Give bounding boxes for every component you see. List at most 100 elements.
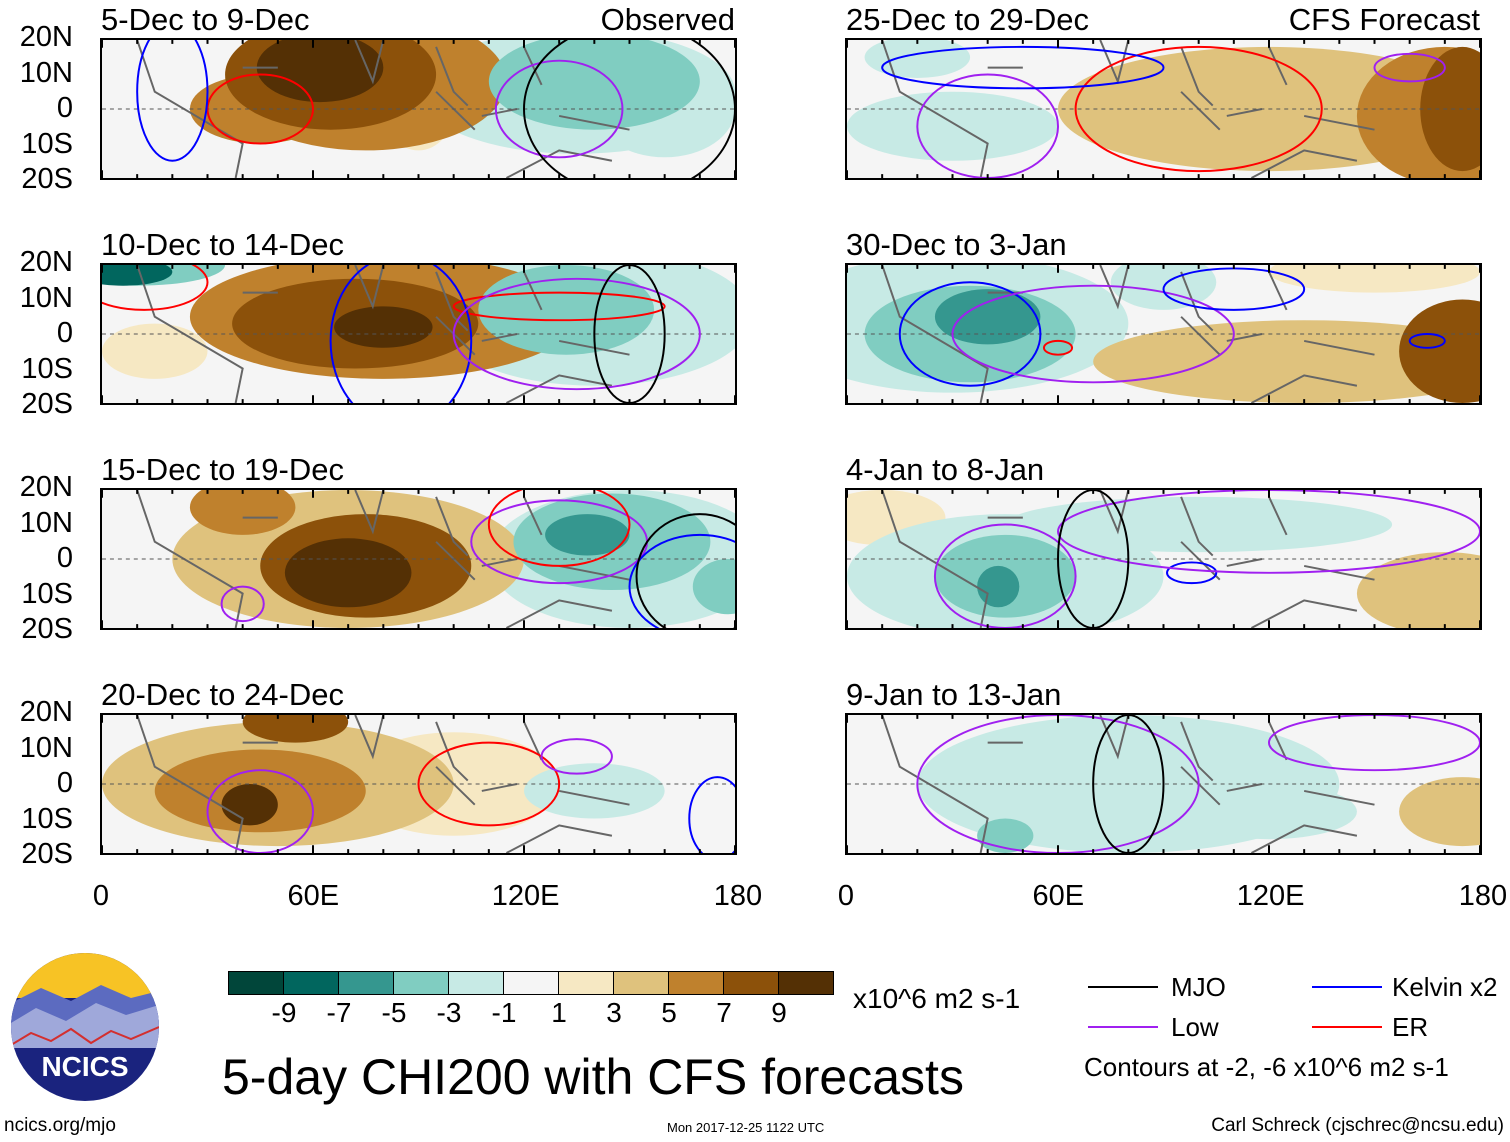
coastline	[881, 265, 1375, 403]
contour-line	[1408, 333, 1446, 349]
colorbar-swatch	[229, 972, 284, 994]
contour-line	[452, 277, 701, 391]
lat-tick-label: 20N	[19, 696, 73, 728]
lon-tick-label: 180	[1458, 880, 1508, 912]
ncics-logo: NCICS	[11, 953, 159, 1101]
legend-mjo-label: MJO	[1171, 972, 1226, 1002]
anomaly-region	[864, 40, 971, 78]
panel-source-label: Observed	[600, 2, 735, 37]
contour-line	[206, 73, 314, 145]
contour-line	[635, 513, 735, 628]
anomaly-region	[1399, 777, 1480, 847]
colorbar-swatch	[449, 972, 504, 994]
contour-line	[206, 769, 314, 853]
anomaly-region	[334, 306, 433, 348]
contour-line	[1057, 490, 1130, 628]
contour-line	[916, 715, 1200, 853]
contour-line	[452, 291, 666, 322]
lat-tick-label: 0	[56, 767, 73, 799]
map-panel	[845, 713, 1482, 855]
anomaly-region	[1093, 320, 1480, 403]
lat-tick-label: 20N	[19, 471, 73, 503]
panel-title: 25-Dec to 29-Dec	[846, 2, 1089, 37]
contour-line	[1074, 45, 1323, 173]
anomaly-region	[545, 514, 630, 556]
contour-line	[1166, 561, 1218, 585]
contour-line	[417, 741, 561, 827]
colorbar	[228, 971, 834, 995]
contour-line	[933, 523, 1077, 628]
map-panel	[100, 713, 737, 855]
panel-title: 10-Dec to 14-Dec	[101, 227, 344, 262]
anomaly-region	[284, 538, 412, 608]
colorbar-swatch	[394, 972, 449, 994]
colorbar-label: 7	[716, 997, 732, 1028]
footer-url[interactable]: ncics.org/mjo	[4, 1115, 116, 1136]
colorbar-swatch	[614, 972, 669, 994]
colorbar-swatch	[559, 972, 614, 994]
colorbar-label: -5	[381, 997, 407, 1028]
panel-source-label: CFS Forecast	[1288, 2, 1480, 37]
logo-text: NCICS	[41, 1051, 128, 1082]
legend-low-line	[1088, 1026, 1158, 1028]
contour-line	[329, 265, 473, 403]
lat-tick-label: 20S	[21, 163, 73, 195]
lat-tick-label: 20N	[19, 21, 73, 53]
lat-tick-label: 10N	[19, 506, 73, 539]
legend-er-line	[1312, 1026, 1382, 1028]
lat-tick-label: 20S	[21, 388, 73, 420]
anomaly-region	[478, 265, 655, 355]
lon-tick-label: 0	[837, 880, 855, 912]
contour-line	[1042, 339, 1074, 356]
contour-line	[881, 45, 1165, 90]
coastline	[136, 490, 630, 628]
anomaly-region	[102, 323, 208, 379]
panel-title: 9-Jan to 13-Jan	[846, 677, 1062, 712]
lat-tick-label: 10S	[21, 802, 73, 835]
contour-line	[540, 738, 613, 775]
contour-line	[220, 585, 265, 623]
coastline	[136, 715, 630, 853]
lat-tick-label: 10N	[19, 56, 73, 89]
anomaly-region	[1399, 299, 1480, 403]
colorbar-label: -1	[491, 997, 517, 1028]
anomaly-region	[934, 289, 1041, 345]
lat-tick-label: 20N	[19, 246, 73, 278]
legend-kelvin-line	[1312, 986, 1382, 988]
lat-tick-label: 10N	[19, 731, 73, 764]
colorbar-swatch	[724, 972, 779, 994]
map-panel	[100, 488, 737, 630]
coastline	[881, 40, 1375, 178]
contour-line	[898, 281, 1042, 387]
anomaly-region	[221, 784, 278, 826]
lon-tick-label: 180	[713, 880, 763, 912]
contour-line	[136, 40, 209, 162]
anomaly-region	[1269, 265, 1480, 293]
lon-tick-label: 60E	[1032, 880, 1085, 912]
colorbar-label: 9	[771, 997, 787, 1028]
anomaly-region	[102, 265, 173, 286]
panel-title: 20-Dec to 24-Dec	[101, 677, 344, 712]
lat-tick-label: 0	[56, 317, 73, 349]
colorbar-label: -9	[271, 997, 297, 1028]
anomaly-region	[847, 91, 1058, 161]
anomaly-region	[977, 565, 1020, 608]
legend-low-label: Low	[1171, 1012, 1219, 1042]
footer-author: Carl Schreck (cjschrec@ncsu.edu)	[1211, 1115, 1504, 1136]
legend-kelvin-label: Kelvin x2	[1392, 972, 1498, 1002]
colorbar-label: 1	[551, 997, 567, 1028]
lat-tick-label: 0	[56, 92, 73, 124]
map-panel	[845, 488, 1482, 630]
contour-line	[628, 533, 735, 628]
coastline	[881, 490, 1375, 628]
lat-tick-label: 10N	[19, 281, 73, 314]
anomaly-region	[242, 715, 349, 743]
contour-line	[688, 776, 735, 853]
map-panel	[845, 263, 1482, 405]
colorbar-label: 5	[661, 997, 677, 1028]
map-panel	[845, 38, 1482, 180]
colorbar-swatch	[284, 972, 339, 994]
contour-line	[1373, 52, 1446, 83]
anomaly-region	[256, 40, 384, 103]
lon-tick-label: 0	[92, 880, 110, 912]
